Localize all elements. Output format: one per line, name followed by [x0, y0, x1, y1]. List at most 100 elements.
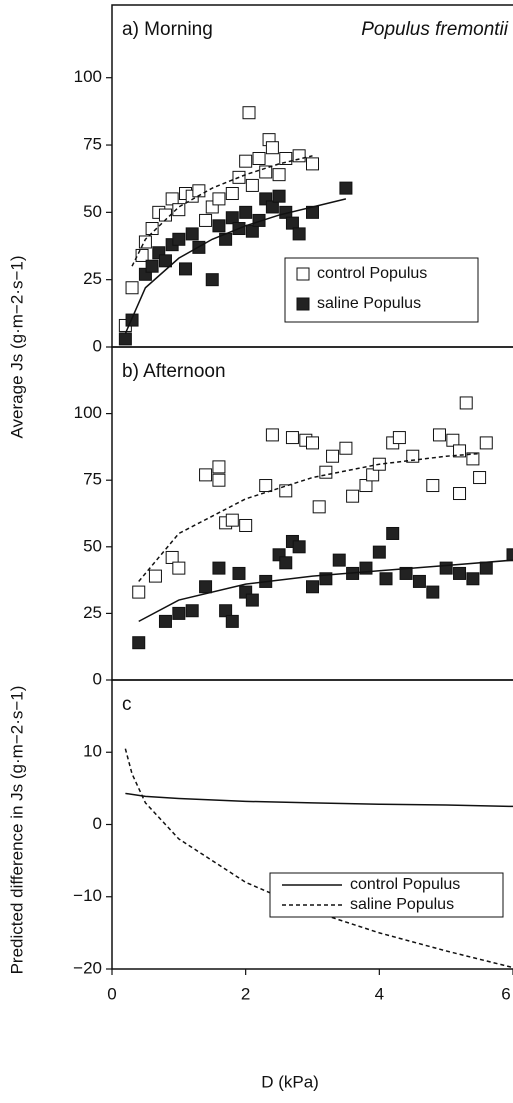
data-point — [225, 211, 239, 225]
data-point — [312, 500, 326, 514]
data-point — [339, 181, 353, 195]
data-point — [132, 636, 146, 650]
legend-label: saline Populus — [350, 896, 454, 913]
legend-box — [284, 257, 479, 323]
data-point — [292, 227, 306, 241]
data-point — [225, 187, 239, 201]
data-point — [339, 441, 353, 455]
data-point — [145, 222, 159, 236]
data-point — [392, 431, 406, 445]
y-tick-label: 0 — [93, 669, 102, 688]
data-point — [158, 254, 172, 268]
legend-label: saline Populus — [317, 295, 421, 312]
x-tick-label: 2 — [241, 984, 250, 1003]
panel-subtitle: Populus fremontii — [361, 19, 509, 40]
panel-title: b) Afternoon — [122, 361, 226, 382]
data-point — [125, 281, 139, 295]
data-point — [205, 273, 219, 287]
data-point — [372, 545, 386, 559]
data-point — [473, 471, 487, 485]
x-axis-label: D (kPa) — [261, 1072, 319, 1091]
fit-line — [124, 748, 513, 969]
data-point — [459, 396, 473, 410]
y-tick-label: 100 — [74, 403, 102, 422]
y-axis-label: Predicted difference in Js (g·m−2·s−1) — [7, 686, 26, 975]
x-tick-label: 0 — [107, 984, 116, 1003]
data-point — [148, 569, 162, 583]
data-point — [158, 614, 172, 628]
data-point — [432, 428, 446, 442]
data-point — [239, 154, 253, 168]
data-point — [199, 213, 213, 227]
data-point — [272, 168, 286, 182]
data-point — [232, 566, 246, 580]
data-point — [179, 262, 193, 276]
data-point — [453, 444, 467, 458]
y-tick-label: 50 — [83, 536, 102, 555]
data-point — [118, 332, 132, 346]
y-tick-label: 100 — [74, 67, 102, 86]
data-point — [453, 566, 467, 580]
data-point — [212, 460, 226, 474]
fit-line — [138, 452, 480, 582]
data-point — [285, 431, 299, 445]
data-point — [192, 184, 206, 198]
y-tick-label: 0 — [93, 336, 102, 355]
y-tick-label: 75 — [83, 470, 102, 489]
data-point — [326, 449, 340, 463]
data-point — [412, 574, 426, 588]
x-tick-label: 4 — [375, 984, 384, 1003]
data-point — [242, 106, 256, 120]
legend-swatch — [296, 297, 310, 311]
data-point — [165, 550, 179, 564]
data-point — [506, 548, 513, 562]
panel-title: c — [122, 694, 132, 715]
y-tick-label: 10 — [83, 742, 102, 761]
data-point — [252, 151, 266, 165]
data-point — [245, 178, 259, 192]
data-point — [446, 433, 460, 447]
data-point — [172, 606, 186, 620]
data-point — [285, 216, 299, 230]
data-point — [292, 149, 306, 163]
fit-line — [131, 155, 313, 267]
fit-line — [125, 792, 513, 808]
y-tick-label: 25 — [83, 603, 102, 622]
data-point — [212, 473, 226, 487]
data-point — [199, 580, 213, 594]
data-point — [172, 232, 186, 246]
legend-label: control Populus — [350, 876, 460, 893]
y-tick-label: 50 — [83, 202, 102, 221]
legend-box — [269, 872, 504, 918]
data-point — [399, 566, 413, 580]
panel-frame — [111, 346, 513, 681]
data-point — [279, 484, 293, 498]
data-point — [279, 556, 293, 570]
data-point — [212, 561, 226, 575]
data-point — [239, 518, 253, 532]
data-point — [265, 200, 279, 214]
data-point — [292, 540, 306, 554]
data-point — [212, 192, 226, 206]
data-point — [145, 259, 159, 273]
data-point — [252, 213, 266, 227]
data-point — [245, 224, 259, 238]
data-point — [185, 227, 199, 241]
data-point — [265, 141, 279, 155]
data-point — [359, 479, 373, 493]
y-tick-label: 25 — [83, 269, 102, 288]
data-point — [199, 468, 213, 482]
data-point — [453, 487, 467, 501]
panel-frame — [111, 679, 513, 970]
data-point — [386, 526, 400, 540]
panel-title: a) Morning — [122, 19, 213, 40]
data-point — [132, 585, 146, 599]
data-point — [225, 614, 239, 628]
data-point — [259, 479, 273, 493]
data-point — [466, 452, 480, 466]
data-point — [479, 436, 493, 450]
data-point — [306, 157, 319, 171]
data-point — [165, 192, 179, 206]
y-tick-label: −20 — [73, 958, 102, 977]
